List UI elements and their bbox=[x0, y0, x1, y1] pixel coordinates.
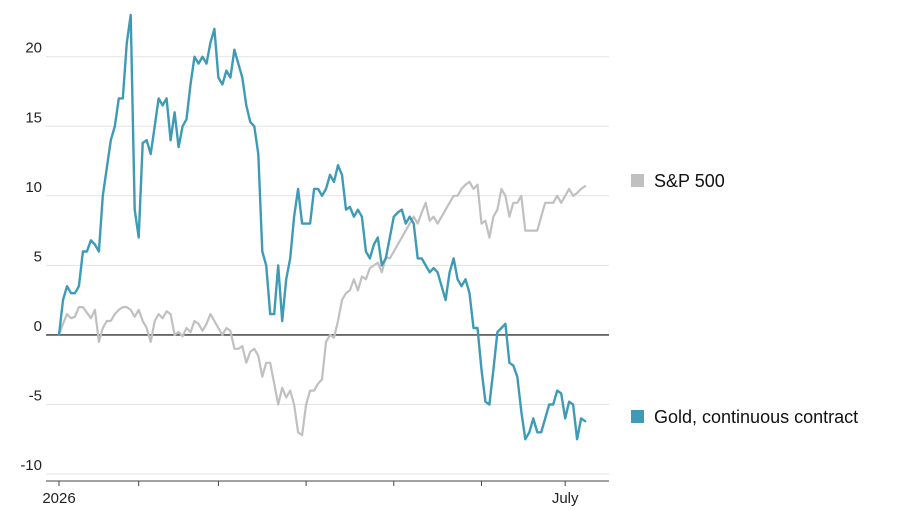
y-tick-label: -10 bbox=[20, 457, 42, 474]
legend-swatch-gold bbox=[631, 410, 644, 423]
series-line-gold bbox=[57, 13, 587, 441]
series-lines bbox=[57, 13, 587, 441]
legend-swatch-sp500 bbox=[631, 174, 644, 187]
y-tick-label: 20 bbox=[25, 40, 42, 57]
y-axis-tick-labels: 20 15 10 5 0 -5 -10 bbox=[20, 40, 42, 474]
y-tick-label: 0 bbox=[34, 318, 42, 335]
y-tick-label: 10 bbox=[25, 179, 42, 196]
legend: S&P 500 Gold, continuous contract bbox=[631, 171, 858, 427]
y-tick-label: -5 bbox=[29, 387, 42, 404]
legend-label-sp500: S&P 500 bbox=[654, 171, 725, 191]
legend-label-gold: Gold, continuous contract bbox=[654, 407, 858, 427]
gridlines bbox=[46, 56, 609, 475]
legend-item-sp500: S&P 500 bbox=[631, 171, 725, 191]
y-tick-label: 15 bbox=[25, 109, 42, 126]
x-tick-label: July bbox=[552, 490, 579, 507]
x-tick-label: 2026 bbox=[42, 490, 75, 507]
x-axis: 2026 July bbox=[42, 480, 609, 507]
series-line-sp500 bbox=[57, 180, 587, 437]
y-tick-label: 5 bbox=[34, 248, 42, 265]
legend-item-gold: Gold, continuous contract bbox=[631, 407, 858, 427]
